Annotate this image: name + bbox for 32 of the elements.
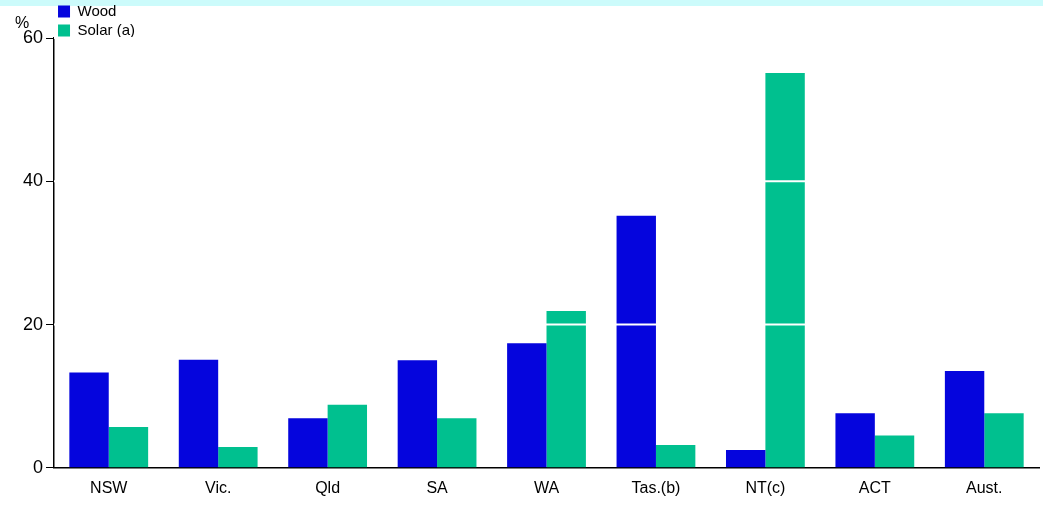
bar: [218, 447, 258, 468]
bar: [726, 449, 766, 468]
bar: [69, 372, 109, 468]
x-tick-label: Tas.(b): [631, 478, 681, 496]
x-tick-label: Aust.: [966, 478, 1003, 496]
x-tick-label: ACT: [858, 478, 892, 496]
bar: [178, 359, 219, 468]
bar: [437, 418, 477, 468]
bar: [507, 343, 547, 468]
bar: [765, 73, 805, 468]
y-tick-label: 0: [33, 456, 44, 477]
y-tick-label: 40: [22, 170, 44, 191]
bar: [397, 360, 438, 468]
bar: [546, 310, 586, 468]
bar: [944, 371, 985, 468]
x-tick-label: Qld: [315, 478, 341, 496]
x-tick-label: NSW: [90, 478, 129, 496]
bar: [984, 413, 1024, 468]
bar: [108, 426, 149, 468]
legend-label: Solar (a): [77, 20, 136, 38]
bar: [327, 404, 368, 468]
bar: [874, 435, 915, 468]
legend-label: Wood: [77, 1, 117, 19]
bar: [616, 215, 656, 468]
bar: [835, 413, 875, 468]
x-tick-label: Vic.: [204, 478, 232, 496]
y-tick-label: 20: [22, 313, 44, 334]
x-tick-label: SA: [426, 478, 449, 496]
x-tick-label: WA: [533, 478, 560, 496]
bar: [288, 418, 328, 468]
bar: [655, 444, 696, 468]
x-tick-label: NT(c): [745, 478, 786, 496]
